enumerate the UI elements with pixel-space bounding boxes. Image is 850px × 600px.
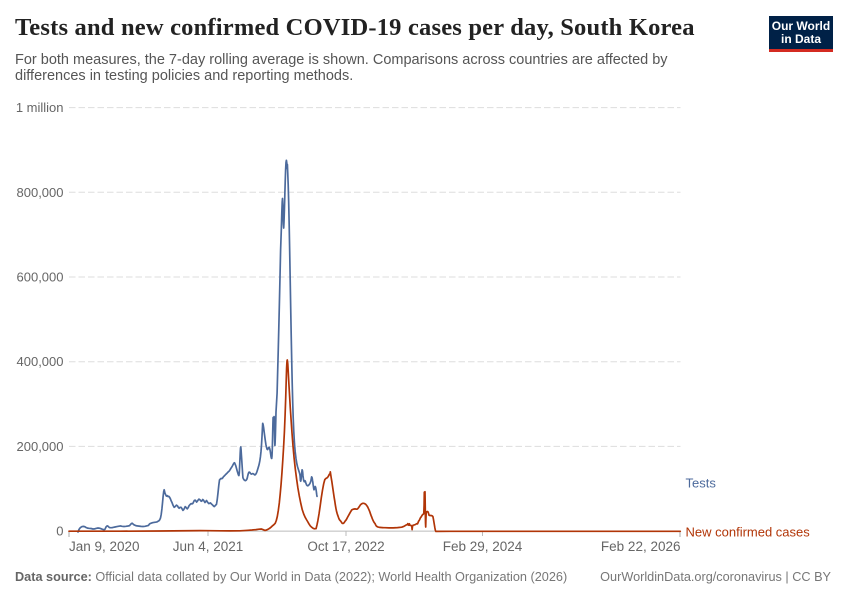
svg-text:0: 0: [56, 524, 63, 539]
svg-text:200,000: 200,000: [17, 439, 64, 454]
svg-text:1 million: 1 million: [16, 100, 64, 115]
svg-text:Oct 17, 2022: Oct 17, 2022: [307, 539, 384, 554]
svg-text:New confirmed cases: New confirmed cases: [686, 525, 811, 540]
svg-text:400,000: 400,000: [17, 354, 64, 369]
svg-text:Feb 29, 2024: Feb 29, 2024: [443, 539, 523, 554]
svg-text:Jun 4, 2021: Jun 4, 2021: [173, 539, 244, 554]
svg-text:Feb 22, 2026: Feb 22, 2026: [601, 539, 681, 554]
svg-text:Tests: Tests: [686, 476, 717, 491]
svg-text:800,000: 800,000: [17, 185, 64, 200]
svg-text:600,000: 600,000: [17, 270, 64, 285]
svg-text:Jan 9, 2020: Jan 9, 2020: [69, 539, 140, 554]
